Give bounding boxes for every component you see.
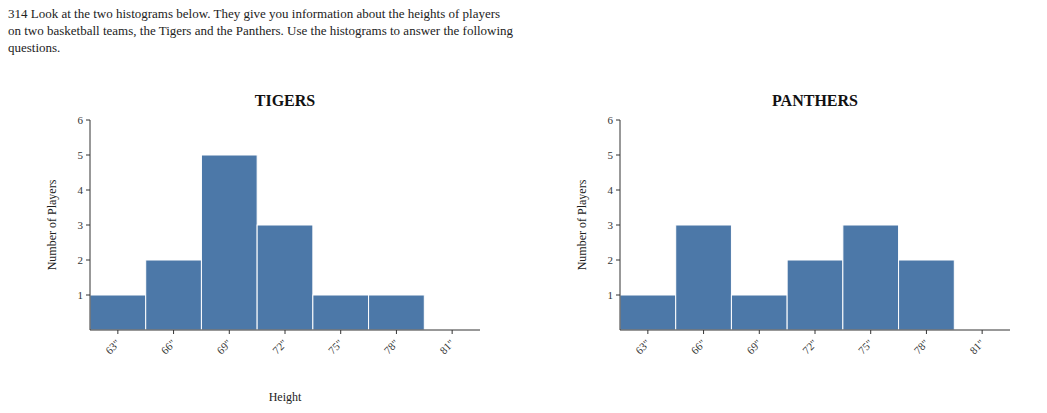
bars xyxy=(620,225,954,330)
x-tick-label: 75" xyxy=(856,337,875,356)
x-tick-label: 81" xyxy=(437,337,456,356)
x-tick xyxy=(703,330,704,334)
bar xyxy=(676,225,732,330)
x-tick xyxy=(815,330,816,334)
y-axis-label: Number of Players xyxy=(575,179,589,270)
y-tick xyxy=(86,295,90,296)
y-tick xyxy=(616,190,620,191)
bar xyxy=(620,295,676,330)
y-tick xyxy=(616,155,620,156)
x-tick xyxy=(229,330,230,334)
x-tick-label: 66" xyxy=(159,337,178,356)
x-tick-label: 63" xyxy=(103,337,122,356)
y-tick-label: 3 xyxy=(608,219,614,231)
x-tick-label: 78" xyxy=(911,337,930,356)
y-tick-label: 2 xyxy=(78,254,84,266)
x-tick-label: 72" xyxy=(800,337,819,356)
x-tick xyxy=(117,330,118,334)
y-tick xyxy=(616,120,620,121)
panel: TIGERS 1 2 3 4 5 6 63" 66" 69" 72" 75" 78" 81" Number … xyxy=(45,92,480,404)
x-tick-label: 63" xyxy=(633,337,652,356)
x-tick-label: 72" xyxy=(270,337,289,356)
y-tick-label: 3 xyxy=(78,219,84,231)
y-tick-label: 2 xyxy=(608,254,614,266)
y-tick-label: 5 xyxy=(608,149,614,161)
bar xyxy=(313,295,369,330)
bar xyxy=(201,155,257,330)
x-tick-label: 66" xyxy=(689,337,708,356)
bar xyxy=(899,260,955,330)
x-tick xyxy=(452,330,453,334)
y-tick-label: 1 xyxy=(608,289,614,301)
y-tick xyxy=(616,225,620,226)
header-line: questions. xyxy=(8,40,60,55)
y-tick-label: 5 xyxy=(78,149,84,161)
x-tick xyxy=(647,330,648,334)
x-tick xyxy=(870,330,871,334)
x-tick-label: 69" xyxy=(214,337,233,356)
y-tick xyxy=(616,295,620,296)
x-tick xyxy=(926,330,927,334)
y-tick-label: 1 xyxy=(78,289,84,301)
x-axis-label: Height xyxy=(269,390,302,404)
bar xyxy=(731,295,787,330)
header-text: 314 Look at the two histograms below. Th… xyxy=(8,6,514,55)
bar xyxy=(787,260,843,330)
bars xyxy=(90,155,424,330)
header-line: 314 Look at the two histograms below. Th… xyxy=(8,6,500,21)
x-tick xyxy=(285,330,286,334)
y-tick-label: 4 xyxy=(608,184,614,196)
y-tick xyxy=(86,120,90,121)
y-tick xyxy=(86,190,90,191)
x-tick-label: 78" xyxy=(381,337,400,356)
bar xyxy=(257,225,313,330)
bar xyxy=(843,225,899,330)
x-tick-label: 75" xyxy=(326,337,345,356)
chart-title: TIGERS xyxy=(255,92,316,109)
x-tick xyxy=(173,330,174,334)
chart-svg: 314 Look at the two histograms below. Th… xyxy=(0,0,1047,413)
chart-container: 314 Look at the two histograms below. Th… xyxy=(0,0,1047,413)
x-tick xyxy=(982,330,983,334)
x-tick xyxy=(759,330,760,334)
header-line: on two basketball teams, the Tigers and … xyxy=(8,23,514,38)
y-tick xyxy=(86,225,90,226)
x-tick xyxy=(396,330,397,334)
y-tick xyxy=(86,260,90,261)
chart-title: PANTHERS xyxy=(772,92,858,109)
background xyxy=(0,0,1047,413)
bar xyxy=(146,260,202,330)
y-tick xyxy=(86,155,90,156)
x-tick-label: 69" xyxy=(744,337,763,356)
bar xyxy=(90,295,146,330)
bar xyxy=(369,295,425,330)
y-tick-label: 4 xyxy=(78,184,84,196)
panel: PANTHERS 1 2 3 4 5 6 63" 66" 69" 72" 75" 78" 81" Numbe… xyxy=(575,92,1010,356)
y-tick-label: 6 xyxy=(608,114,614,126)
x-tick xyxy=(340,330,341,334)
y-axis-label: Number of Players xyxy=(45,179,59,270)
x-tick-label: 81" xyxy=(967,337,986,356)
y-tick-label: 6 xyxy=(78,114,84,126)
y-tick xyxy=(616,260,620,261)
